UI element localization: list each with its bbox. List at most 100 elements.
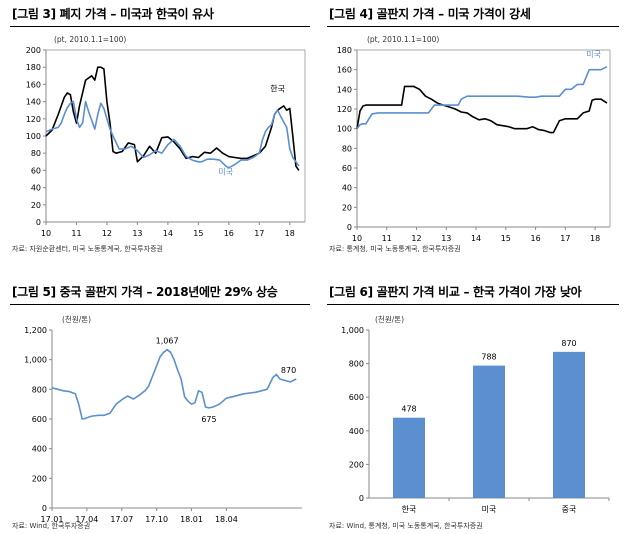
x-tick-label: 18.01 bbox=[180, 515, 203, 524]
unit-note: (천원/톤) bbox=[375, 314, 404, 324]
series-line-0 bbox=[45, 66, 300, 171]
x-tick-label: 13 bbox=[132, 229, 142, 238]
data-label: 870 bbox=[561, 339, 576, 348]
x-tick-label: 17.07 bbox=[110, 515, 133, 524]
y-tick-label: 0 bbox=[42, 504, 47, 513]
y-tick-label: 400 bbox=[349, 427, 364, 436]
y-tick-label: 20 bbox=[31, 201, 41, 210]
y-tick-label: 0 bbox=[359, 494, 364, 503]
x-tick-label: 17.10 bbox=[145, 515, 168, 524]
annotation-label: 1,067 bbox=[156, 337, 179, 346]
chart-svg: (pt, 2010.1.1=100) 0 20 40 60 80 100 120 140 160 1… bbox=[26, 35, 306, 238]
y-tick-label: 0 bbox=[347, 223, 352, 232]
chart-svg: (천원/톤) 0 200 400 600 800 1,000 478 한국 788 미국 870 중국 bbox=[341, 314, 610, 514]
y-tick-label: 180 bbox=[337, 46, 352, 55]
y-tick-label: 600 bbox=[32, 415, 47, 424]
x-tick-label: 11 bbox=[382, 234, 392, 243]
y-tick-label: 1,200 bbox=[24, 326, 47, 335]
x-tick-label: 14 bbox=[163, 229, 173, 238]
x-tick-label: 18.04 bbox=[215, 515, 238, 524]
y-tick-label: 1,000 bbox=[341, 326, 364, 335]
x-tick-label: 한국 bbox=[402, 505, 417, 514]
chart-title: [그림 5] 중국 골판지 가격 – 2018년에만 29% 상승 bbox=[12, 285, 278, 299]
bar-2 bbox=[553, 351, 585, 498]
x-tick-label: 17 bbox=[560, 234, 570, 243]
series-line-1 bbox=[356, 65, 608, 130]
y-tick-label: 800 bbox=[349, 360, 364, 369]
y-tick-label: 600 bbox=[349, 393, 364, 402]
chart-title: [그림 6] 골판지 가격 비교 – 한국 가격이 가장 낮아 bbox=[329, 285, 582, 299]
annotation-label: 미국 bbox=[218, 168, 233, 177]
y-tick-label: 40 bbox=[342, 184, 352, 193]
title-underline bbox=[327, 304, 619, 305]
x-tick-label: 10 bbox=[41, 229, 51, 238]
chart-panel-fig5: [그림 5] 중국 골판지 가격 – 2018년에만 29% 상승 (천원/톤)… bbox=[10, 282, 310, 532]
y-tick-label: 800 bbox=[32, 385, 47, 394]
chart-panel-fig6: [그림 6] 골판지 가격 비교 – 한국 가격이 가장 낮아 (천원/톤) 0 2… bbox=[327, 282, 619, 532]
y-tick-label: 200 bbox=[26, 46, 41, 55]
y-tick-label: 60 bbox=[342, 164, 352, 173]
bar-0 bbox=[393, 417, 425, 498]
annotation-label: 미국 bbox=[586, 50, 601, 59]
x-tick-label: 16 bbox=[224, 229, 234, 238]
data-label: 788 bbox=[481, 353, 496, 362]
x-tick-label: 11 bbox=[71, 229, 81, 238]
x-tick-label: 15 bbox=[193, 229, 203, 238]
y-tick-label: 100 bbox=[337, 125, 352, 134]
x-tick-label: 16 bbox=[530, 234, 540, 243]
x-tick-label: 10 bbox=[352, 234, 362, 243]
y-tick-label: 0 bbox=[36, 218, 41, 227]
unit-note: (천원/톤) bbox=[62, 314, 91, 324]
annotation-label: 한국 bbox=[270, 84, 285, 93]
y-tick-label: 160 bbox=[337, 66, 352, 75]
x-tick-label: 중국 bbox=[562, 505, 577, 514]
y-tick-label: 120 bbox=[337, 105, 352, 114]
chart-svg: (pt, 2010.1.1=100) 0 20 40 60 80 100 120 140 160 1… bbox=[337, 35, 611, 243]
chart-source: 자료: 통계청, 미국 노동통계국, 한국투자증권 bbox=[329, 245, 461, 253]
annotation-label: 675 bbox=[201, 415, 216, 424]
chart-svg: (천원/톤) 0 200 400 600 800 1,000 1,200 17.01 17.04 1… bbox=[24, 314, 302, 524]
x-tick-label: 18 bbox=[285, 229, 295, 238]
annotation-label: 870 bbox=[281, 366, 296, 375]
series-line-0 bbox=[356, 85, 608, 134]
unit-note: (pt, 2010.1.1=100) bbox=[54, 35, 126, 44]
chart-panel-fig4: [그림 4] 골판지 가격 – 미국 가격이 강세 (pt, 2010.1.1=… bbox=[327, 4, 619, 256]
chart-source: 자료: Wind, 통계청, 미국 노동통계국, 한국투자증권 bbox=[329, 522, 483, 530]
x-tick-label: 17.04 bbox=[75, 515, 98, 524]
x-tick-label: 17 bbox=[254, 229, 264, 238]
y-tick-label: 140 bbox=[26, 98, 41, 107]
title-underline bbox=[10, 26, 310, 27]
y-tick-label: 160 bbox=[26, 80, 41, 89]
y-tick-label: 80 bbox=[31, 149, 41, 158]
x-tick-label: 18 bbox=[590, 234, 600, 243]
y-tick-label: 1,000 bbox=[24, 356, 47, 365]
x-tick-label: 14 bbox=[471, 234, 481, 243]
y-tick-label: 100 bbox=[26, 132, 41, 141]
y-tick-label: 80 bbox=[342, 144, 352, 153]
series-line-0 bbox=[51, 348, 297, 420]
y-tick-label: 60 bbox=[31, 166, 41, 175]
x-tick-label: 15 bbox=[501, 234, 511, 243]
x-tick-label: 12 bbox=[411, 234, 421, 243]
chart-source: 자료: Wind, 한국투자증권 bbox=[12, 522, 91, 530]
data-label: 478 bbox=[401, 405, 416, 414]
y-tick-label: 180 bbox=[26, 63, 41, 72]
y-tick-label: 120 bbox=[26, 115, 41, 124]
chart-source: 자료: 자원순환센터, 미국 노동통계국, 한국투자증권 bbox=[12, 245, 163, 253]
series-line-1 bbox=[45, 100, 300, 169]
chart-title: [그림 4] 골판지 가격 – 미국 가격이 강세 bbox=[329, 7, 531, 21]
chart-title: [그림 3] 폐지 가격 – 미국과 한국이 유사 bbox=[12, 7, 214, 21]
unit-note: (pt, 2010.1.1=100) bbox=[367, 35, 439, 44]
x-tick-label: 미국 bbox=[482, 505, 497, 514]
title-underline bbox=[327, 26, 619, 27]
y-tick-label: 140 bbox=[337, 85, 352, 94]
y-tick-label: 200 bbox=[349, 460, 364, 469]
x-tick-label: 13 bbox=[441, 234, 451, 243]
y-tick-label: 200 bbox=[32, 474, 47, 483]
y-tick-label: 20 bbox=[342, 203, 352, 212]
x-tick-label: 17.01 bbox=[41, 515, 64, 524]
chart-panel-fig3: [그림 3] 폐지 가격 – 미국과 한국이 유사 (pt, 2010.1.1=… bbox=[10, 4, 310, 256]
x-tick-label: 12 bbox=[102, 229, 112, 238]
y-tick-label: 400 bbox=[32, 445, 47, 454]
y-tick-label: 40 bbox=[31, 184, 41, 193]
